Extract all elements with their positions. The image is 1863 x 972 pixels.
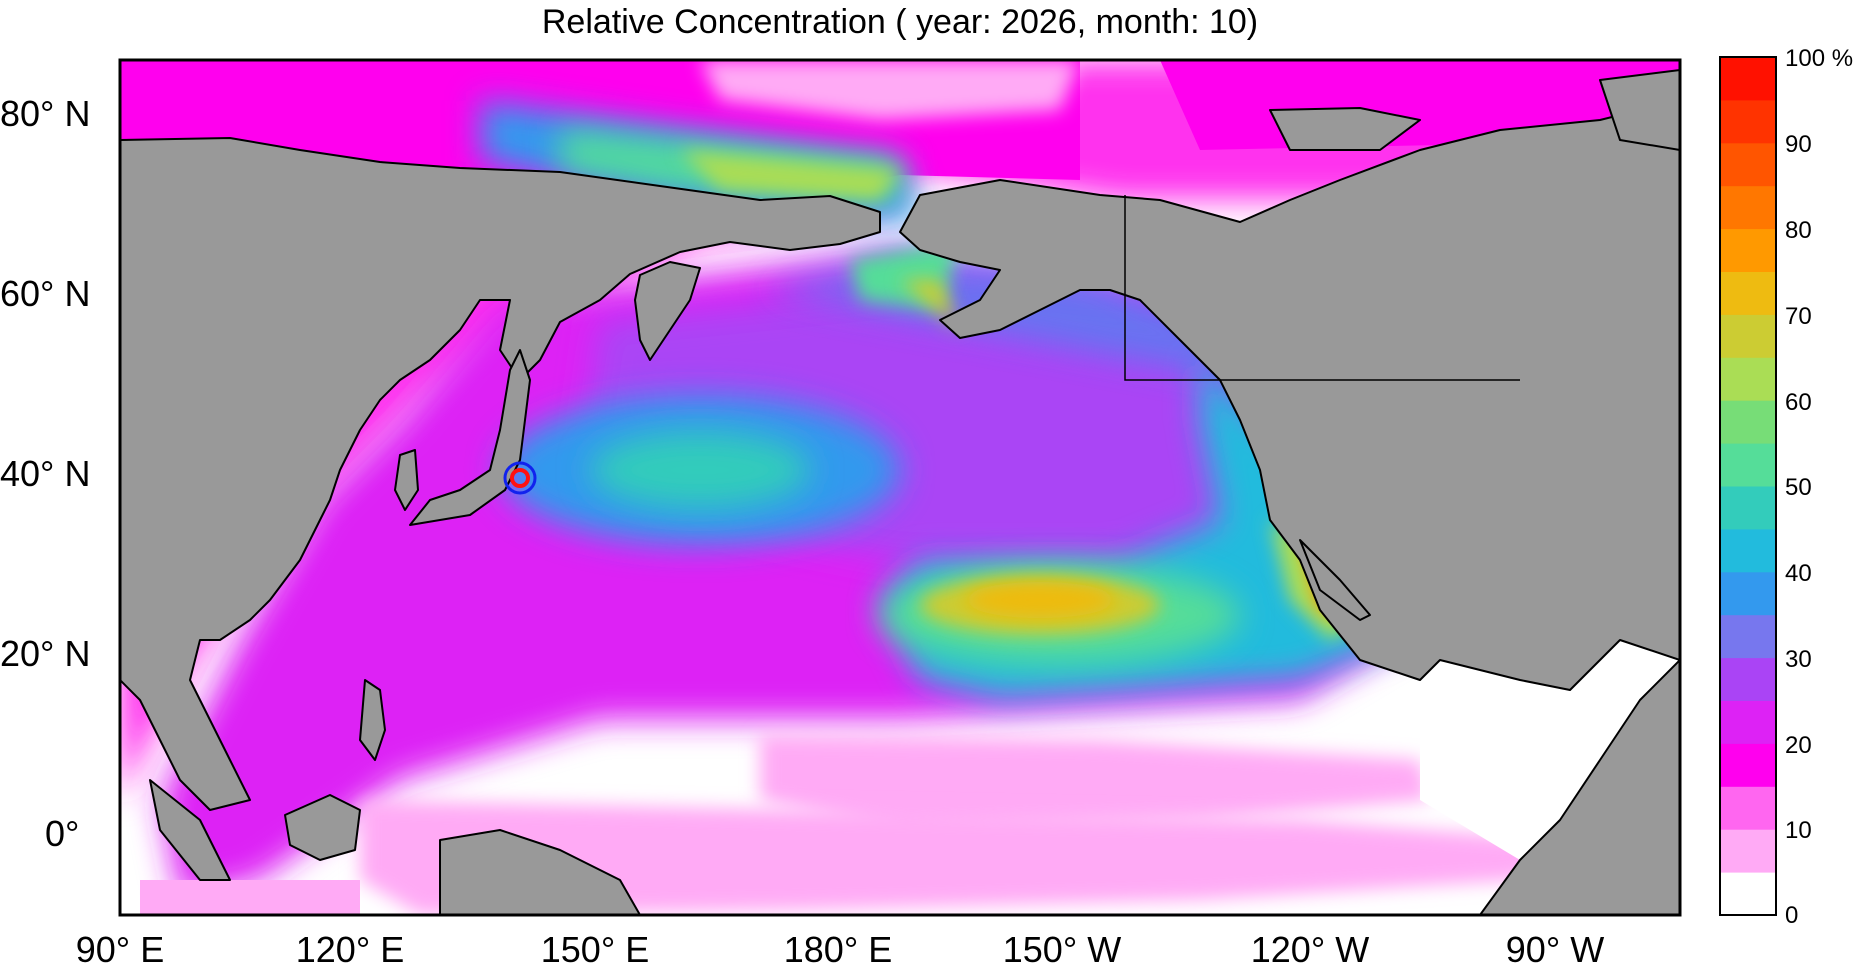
land-masses <box>120 69 1680 915</box>
map-title: Relative Concentration ( year: 2026, mon… <box>542 3 1258 41</box>
colorbar-swatch <box>1720 57 1776 101</box>
lon-label-150e: 150° E <box>541 929 649 970</box>
lat-label-0: 0° <box>45 813 79 854</box>
colorbar-swatch <box>1720 271 1776 315</box>
lat-label-40n: 40° N <box>0 453 90 494</box>
land-sumatra <box>149 779 231 881</box>
land-baja <box>1299 539 1371 621</box>
colorbar-swatch <box>1720 142 1776 187</box>
colorbar-swatch <box>1720 872 1776 916</box>
lon-label-120e: 120° E <box>296 929 404 970</box>
border-line <box>1124 195 1520 381</box>
lon-label-180e: 180° E <box>784 929 892 970</box>
land-kamchatka <box>634 261 701 361</box>
colorbar-swatch <box>1720 571 1776 616</box>
colorbar-swatch <box>1720 486 1776 530</box>
land-north-america <box>899 99 1680 915</box>
colorbar-label-0: 0 <box>1785 902 1798 929</box>
lon-label-90e: 90° E <box>76 929 164 970</box>
colorbar-label-50: 50 <box>1785 474 1812 501</box>
colorbar-swatch <box>1720 657 1776 701</box>
colorbar-label-80: 80 <box>1785 217 1812 244</box>
colorbar-label-70: 70 <box>1785 303 1812 330</box>
lat-label-60n: 60° N <box>0 273 90 314</box>
source-location-marker <box>503 461 537 495</box>
colorbar-swatch <box>1720 614 1776 659</box>
colorbar-swatch <box>1720 829 1776 873</box>
land-greenland-edge <box>1599 69 1680 151</box>
colorbar-swatch <box>1720 528 1776 573</box>
lat-label-20n: 20° N <box>0 633 90 674</box>
land-newguinea <box>439 829 641 915</box>
colorbar-label-20: 20 <box>1785 732 1812 759</box>
land-japan <box>409 349 531 526</box>
land-borneo <box>284 794 361 861</box>
colorbar-swatch <box>1720 314 1776 358</box>
land-arctic-island <box>1269 107 1421 151</box>
colorbar-swatch <box>1720 700 1776 744</box>
colorbar-swatch <box>1720 357 1776 401</box>
colorbar-label-100: 100 % <box>1785 45 1853 72</box>
colorbar-frame <box>1719 56 1777 916</box>
colorbar-swatch <box>1720 786 1776 830</box>
colorbar-swatch <box>1720 185 1776 230</box>
land-philippines <box>359 679 386 761</box>
lat-axis-labels: 80° N 60° N 40° N 20° N 0° <box>0 93 90 854</box>
colorbar-swatch <box>1720 228 1776 272</box>
marker-inner-ring <box>510 468 530 488</box>
lat-label-80n: 80° N <box>0 93 90 134</box>
colorbar-label-40: 40 <box>1785 560 1812 587</box>
colorbar-swatch <box>1720 99 1776 144</box>
lon-axis-labels: 90° E 120° E 150° E 180° E 150° W 120° W… <box>76 929 1604 970</box>
map-frame <box>118 58 1682 917</box>
colorbar <box>1720 57 1776 916</box>
lon-label-120w: 120° W <box>1251 929 1369 970</box>
colorbar-labels: 100 % 90 80 70 60 50 40 30 20 10 0 <box>1785 45 1853 929</box>
map-plot-area <box>120 60 1680 915</box>
colorbar-label-90: 90 <box>1785 131 1812 158</box>
colorbar-swatch <box>1720 400 1776 444</box>
colorbar-label-10: 10 <box>1785 817 1812 844</box>
lon-label-90w: 90° W <box>1506 929 1604 970</box>
land-asia <box>120 137 881 811</box>
colorbar-label-60: 60 <box>1785 389 1812 416</box>
colorbar-swatch <box>1720 743 1776 787</box>
lon-label-150w: 150° W <box>1003 929 1121 970</box>
marker-outer-ring <box>503 461 537 495</box>
land-korea <box>394 449 419 511</box>
colorbar-label-30: 30 <box>1785 646 1812 673</box>
colorbar-swatch <box>1720 443 1776 487</box>
